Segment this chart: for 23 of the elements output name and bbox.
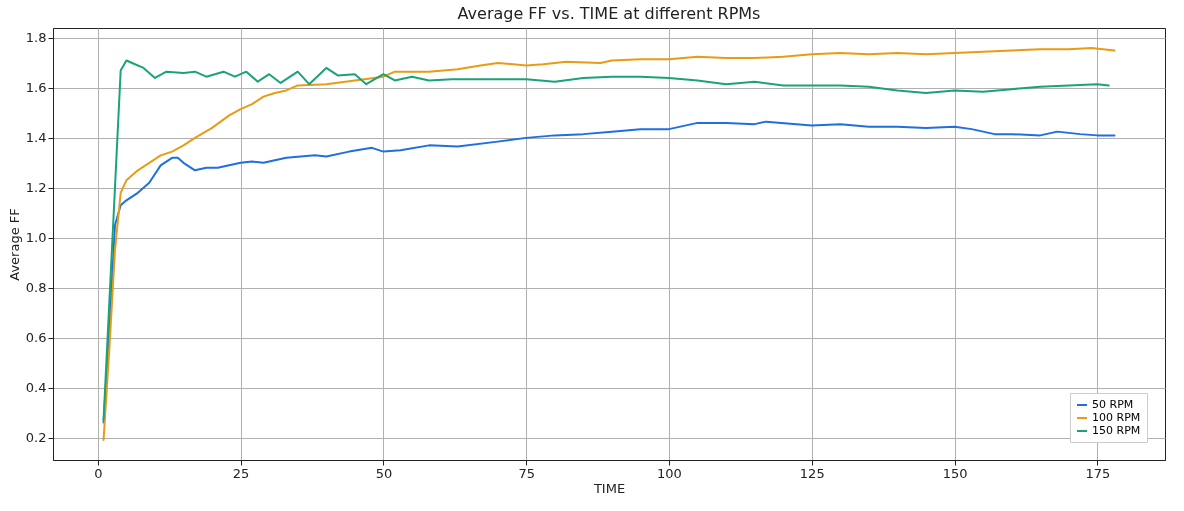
y-tick-label: 1.2 <box>25 180 47 196</box>
legend-label: 150 RPM <box>1092 424 1141 437</box>
legend-label: 100 RPM <box>1092 411 1141 424</box>
y-tick-label: 0.6 <box>25 330 47 346</box>
y-tick-label: 1.4 <box>25 130 47 146</box>
x-tick-label: 100 <box>657 465 682 481</box>
x-axis-title: TIME <box>592 480 626 496</box>
x-tick-label: 75 <box>518 465 535 481</box>
y-axis-title: Average FF <box>6 208 22 281</box>
x-tick-label: 0 <box>94 465 103 481</box>
x-tick-label: 50 <box>375 465 393 481</box>
y-tick-label: 0.4 <box>25 380 47 396</box>
y-tick-label: 0.2 <box>25 430 47 446</box>
y-tick-label: 1.8 <box>25 30 47 46</box>
chart-title: Average FF vs. TIME at different RPMs <box>457 4 761 23</box>
y-tick-label: 1.0 <box>25 230 47 246</box>
x-tick-label: 175 <box>1085 465 1111 481</box>
y-tick-label: 1.6 <box>25 80 47 96</box>
legend-label: 50 RPM <box>1092 398 1134 411</box>
y-tick-label: 0.8 <box>25 280 47 296</box>
x-tick-label: 150 <box>942 465 968 481</box>
x-tick-label: 25 <box>232 465 250 481</box>
x-tick-label: 125 <box>799 465 825 481</box>
